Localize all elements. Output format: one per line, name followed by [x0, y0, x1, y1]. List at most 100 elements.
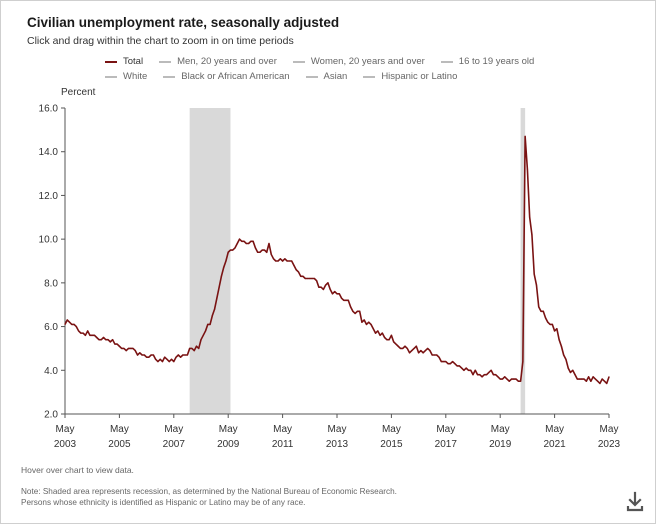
legend-swatch-white [105, 75, 117, 78]
data-point [588, 376, 590, 378]
data-point [363, 319, 365, 321]
legend-item-total[interactable]: Total [105, 56, 143, 67]
data-point [529, 216, 531, 218]
data-point [347, 299, 349, 301]
legend-swatch-hispanic [363, 75, 376, 78]
data-point [202, 334, 204, 336]
data-point [377, 330, 379, 332]
data-point [504, 376, 506, 378]
data-point [87, 330, 89, 332]
chart-plot[interactable]: 2.0 4.0 6.0 8.0 10.0 12.0 14.0 16.0 May 2003 May 20… [1, 1, 656, 461]
legend-item-black[interactable]: Black or African American [163, 71, 290, 82]
data-point [497, 376, 499, 378]
legend-swatch-women [292, 60, 305, 63]
series-line-total [64, 135, 610, 385]
data-point [193, 350, 195, 352]
recession-band-1 [189, 108, 231, 414]
legend-item-men[interactable]: Men, 20 years and over [159, 56, 277, 67]
x-tick-label-year: 2013 [326, 439, 349, 450]
data-point [200, 339, 202, 341]
data-point [225, 260, 227, 262]
data-point [531, 234, 533, 236]
data-point [368, 321, 370, 323]
x-tick-label-year: 2017 [435, 439, 458, 450]
data-point [445, 360, 447, 363]
x-tick-label-month: May [382, 424, 401, 435]
data-point [524, 135, 526, 138]
legend-item-asian[interactable]: Asian [305, 71, 347, 82]
data-point [399, 347, 402, 350]
data-point [254, 247, 256, 249]
x-tick-label-year: 2005 [108, 439, 131, 450]
data-point [132, 347, 134, 350]
data-point [365, 323, 368, 325]
data-point [578, 378, 581, 380]
note-line-1: Note: Shaded area represents recession, … [21, 487, 397, 496]
y-tick-label: 2.0 [44, 410, 58, 421]
data-point [322, 288, 324, 291]
data-point [404, 345, 406, 347]
data-point [467, 369, 470, 371]
data-point [177, 354, 179, 356]
data-point [261, 249, 263, 251]
legend-item-women[interactable]: Women, 20 years and over [292, 56, 425, 67]
data-point [295, 269, 297, 271]
data-point [268, 242, 270, 245]
recession-note: Note: Shaded area represents recession, … [21, 486, 581, 508]
data-point [338, 293, 340, 295]
data-point [569, 371, 572, 374]
data-point [395, 343, 397, 345]
data-point [433, 354, 436, 356]
legend-label-total: Total [123, 56, 144, 67]
y-tick-label: 12.0 [39, 191, 59, 202]
legend-row-1: Total Men, 20 years and over Women, 20 y… [105, 54, 625, 69]
data-point [263, 249, 266, 251]
data-point [139, 352, 141, 354]
data-point [121, 347, 123, 350]
x-tick-label-month: May [545, 424, 564, 435]
legend-item-teens[interactable]: 16 to 19 years old [440, 56, 534, 67]
data-point [214, 308, 216, 310]
data-point [481, 376, 483, 378]
data-point [431, 354, 433, 356]
x-tick-label-year: 2021 [543, 439, 566, 450]
data-point [218, 286, 220, 288]
data-point [211, 315, 213, 317]
x-tick-label-year: 2003 [54, 439, 77, 450]
data-point [91, 334, 93, 336]
data-point [180, 356, 182, 358]
data-point [66, 319, 68, 321]
data-point [415, 345, 417, 347]
legend-swatch-asian [305, 75, 318, 78]
y-tick-label: 8.0 [44, 278, 58, 289]
data-point [413, 347, 415, 350]
data-point [279, 258, 281, 260]
data-point [130, 347, 132, 350]
data-point [64, 323, 66, 325]
y-tick-label: 6.0 [44, 322, 58, 333]
data-point [216, 297, 218, 299]
x-tick-label-year: 2015 [380, 439, 403, 450]
data-point [195, 345, 198, 347]
data-point [576, 378, 578, 380]
legend-item-hispanic[interactable]: Hispanic or Latino [363, 71, 457, 82]
data-point [533, 273, 535, 275]
data-point [515, 378, 517, 380]
legend-swatch-total [105, 60, 117, 63]
data-point [107, 339, 109, 341]
download-button[interactable] [625, 491, 645, 513]
data-point [483, 374, 485, 376]
data-point [252, 240, 254, 242]
download-icon [626, 491, 644, 512]
data-point [168, 360, 170, 363]
data-point [282, 260, 284, 262]
data-point [350, 306, 352, 308]
data-point [458, 365, 460, 367]
data-point [241, 240, 243, 242]
data-point [506, 378, 508, 380]
data-point [150, 354, 152, 356]
data-point [336, 293, 338, 295]
legend-item-white[interactable]: White [105, 71, 147, 82]
data-point [313, 277, 315, 280]
data-point [293, 264, 295, 266]
